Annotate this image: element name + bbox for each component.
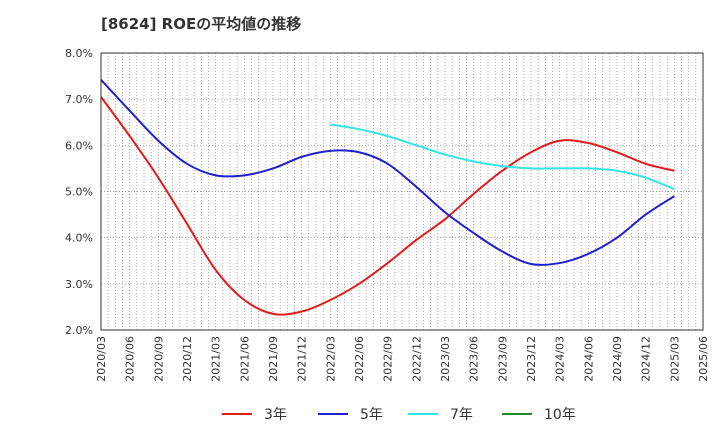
- plot-frame: [100, 52, 704, 331]
- x-tick-label: 2021/12: [296, 336, 309, 382]
- x-tick-label: 2021/03: [210, 336, 223, 382]
- x-tick-label: 2024/12: [640, 336, 653, 382]
- x-tick-label: 2022/06: [353, 336, 366, 382]
- y-tick-label: 2.0%: [65, 324, 93, 337]
- x-tick-label: 2023/12: [525, 336, 538, 382]
- series-line-2: [330, 123, 675, 191]
- x-tick-label: 2020/09: [152, 336, 165, 382]
- x-tick-label: 2020/12: [181, 336, 194, 382]
- x-tick-label: 2024/06: [582, 336, 595, 382]
- x-tick-label: 2024/03: [554, 336, 567, 382]
- x-tick-label: 2024/09: [611, 336, 624, 382]
- x-tick-label: 2025/06: [697, 336, 710, 382]
- x-axis-ticks: 2020/03 2020/06 2020/09 2020/12 2021/03 2021/…: [95, 336, 710, 382]
- x-tick-label: 2022/03: [324, 336, 337, 382]
- y-tick-label: 5.0%: [65, 186, 93, 199]
- x-tick-label: 2020/06: [124, 336, 137, 382]
- y-tick-label: 4.0%: [65, 232, 93, 245]
- y-tick-label: 6.0%: [65, 139, 93, 152]
- chart-title: [8624] ROEの平均値の推移: [101, 15, 301, 33]
- x-tick-label: 2021/09: [267, 336, 280, 382]
- x-tick-label: 2022/09: [382, 336, 395, 382]
- series-line-0: [100, 96, 675, 316]
- y-tick-label: 3.0%: [65, 278, 93, 291]
- y-tick-label: 8.0%: [65, 47, 93, 60]
- series-lines: [100, 79, 675, 316]
- legend-label: 3年: [264, 407, 287, 423]
- legend-label: 5年: [360, 407, 383, 423]
- x-tick-label: 2020/03: [95, 336, 108, 382]
- x-tick-label: 2023/09: [496, 336, 509, 382]
- y-tick-label: 7.0%: [65, 93, 93, 106]
- x-tick-label: 2023/03: [439, 336, 452, 382]
- x-tick-label: 2021/06: [238, 336, 251, 382]
- x-tick-label: 2025/03: [668, 336, 681, 382]
- series-line-1: [100, 79, 675, 266]
- x-tick-label: 2022/12: [410, 336, 423, 382]
- y-axis-ticks: 2.0% 3.0% 4.0% 5.0% 6.0% 7.0% 8.0%: [65, 47, 93, 337]
- legend-label: 7年: [450, 407, 473, 423]
- legend: 3年 5年 7年 10年: [222, 407, 576, 423]
- grid-lines: [100, 52, 703, 331]
- x-tick-label: 2023/06: [468, 336, 481, 382]
- legend-label: 10年: [544, 407, 576, 423]
